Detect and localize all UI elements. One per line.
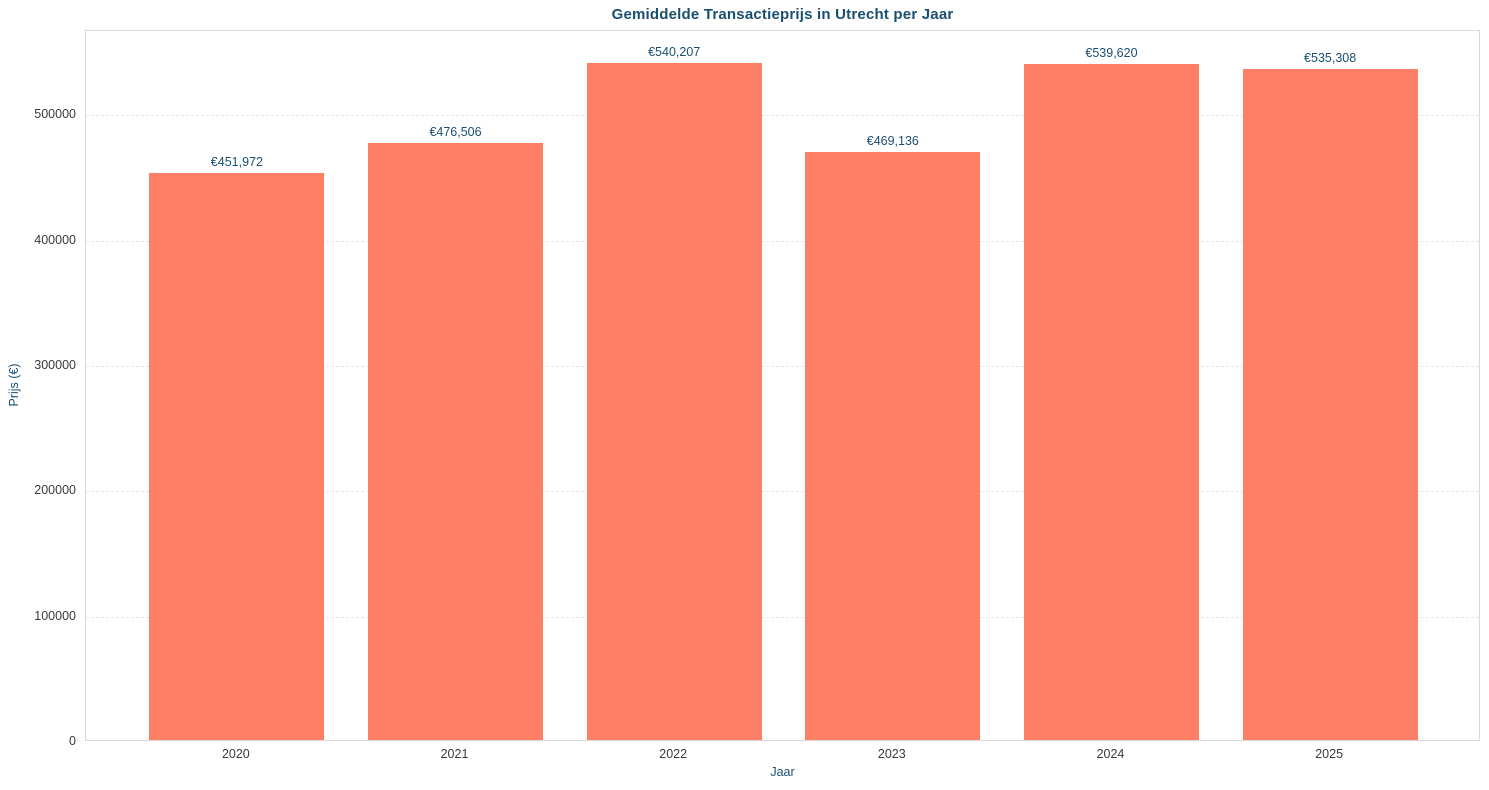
bar-value-label: €539,620 xyxy=(1085,45,1138,60)
gridline xyxy=(86,240,1479,242)
bar-value-label: €451,972 xyxy=(210,155,263,170)
gridline xyxy=(86,616,1479,618)
bar-2021 xyxy=(368,142,543,740)
bar-value-label: €469,136 xyxy=(866,133,919,148)
y-tick-label: 400000 xyxy=(34,232,76,247)
y-tick-label: 100000 xyxy=(34,608,76,623)
y-tick-label: 0 xyxy=(69,734,76,748)
y-tick-label: 200000 xyxy=(34,483,76,498)
bar-2023 xyxy=(805,151,981,740)
bar-2020 xyxy=(149,173,325,740)
gridline xyxy=(86,115,1479,117)
bar-value-label: €535,308 xyxy=(1304,51,1357,65)
x-tick-label: 2025 xyxy=(1315,747,1344,761)
plot-area: €451,972 €476,506 €540,207 €469,136 €539,620… xyxy=(85,30,1480,741)
y-tick-label: 300000 xyxy=(34,357,76,372)
x-tick-label: 2021 xyxy=(440,747,469,761)
bar-2024 xyxy=(1024,63,1199,740)
gridline xyxy=(86,365,1479,367)
y-tick-label: 500000 xyxy=(34,107,76,122)
bar-value-label: €476,506 xyxy=(429,124,482,139)
x-tick-label: 2020 xyxy=(221,747,250,761)
x-axis-label: Jaar xyxy=(770,765,795,779)
x-tick-label: 2022 xyxy=(659,747,688,761)
bar-2025 xyxy=(1242,69,1418,740)
chart-title: Gemiddelde Transactieprijs in Utrecht pe… xyxy=(611,6,954,23)
gridline xyxy=(86,491,1479,493)
x-tick-label: 2024 xyxy=(1096,747,1125,761)
bar-value-label: €540,207 xyxy=(648,44,701,59)
bar-2022 xyxy=(586,62,762,740)
x-tick-label: 2023 xyxy=(877,747,906,761)
